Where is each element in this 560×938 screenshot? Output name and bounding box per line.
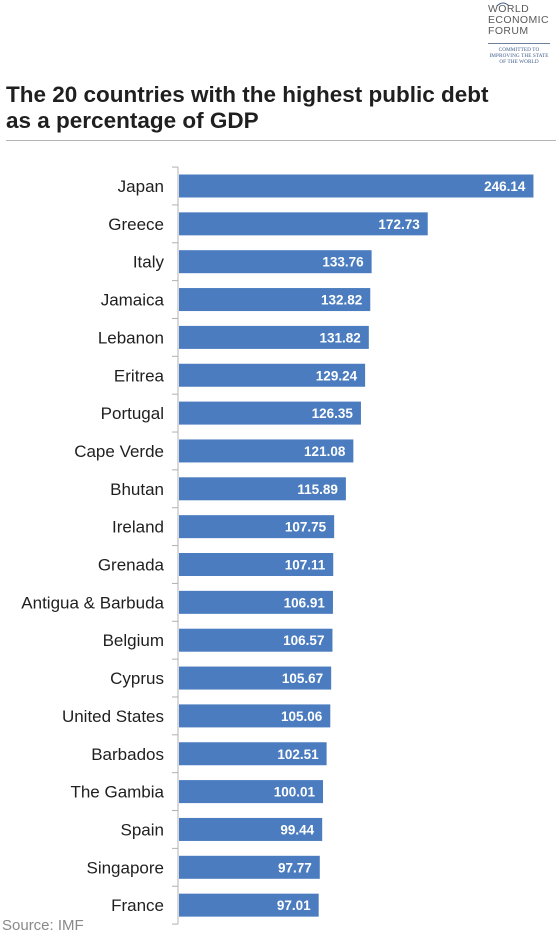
category-labels-layer: Japan Greece Italy Jamaica Lebanon Eritrea Por… <box>21 177 164 915</box>
logo-arc-icon <box>496 2 510 7</box>
value-label: 129.24 <box>316 368 358 383</box>
bar-spain <box>179 817 323 841</box>
bar-italy <box>179 250 372 274</box>
bar-cape-verde <box>179 439 354 463</box>
value-label: 246.14 <box>484 179 526 194</box>
category-label: Belgium <box>103 631 164 650</box>
category-label: Lebanon <box>98 328 164 347</box>
world-economic-forum-logo: WORLD ECONOMIC FORUM COMMITTED TO IMPROV… <box>486 2 550 74</box>
value-label: 105.06 <box>281 709 323 724</box>
category-label: Spain <box>121 820 164 839</box>
bar-eritrea <box>179 363 366 387</box>
category-label: Grenada <box>98 556 165 575</box>
bar-portugal <box>179 401 361 425</box>
category-label: Antigua & Barbuda <box>21 593 164 612</box>
axis-layer <box>172 166 179 925</box>
value-label: 100.01 <box>274 785 316 800</box>
bar-bhutan <box>179 477 346 501</box>
category-label: Italy <box>133 253 165 272</box>
bar-ireland <box>179 515 335 539</box>
bar-japan <box>179 174 534 198</box>
value-label: 106.57 <box>283 633 324 648</box>
bar-singapore <box>179 855 320 879</box>
value-label: 131.82 <box>320 330 361 345</box>
bar-greece <box>179 212 428 236</box>
logo-tagline: COMMITTED TO IMPROVING THE STATE OF THE … <box>489 47 549 65</box>
value-label: 107.75 <box>285 520 327 535</box>
value-label: 115.89 <box>297 482 338 497</box>
bar-jamaica <box>179 288 371 312</box>
bar-lebanon <box>179 325 369 349</box>
logo-divider <box>488 43 550 44</box>
value-label: 107.11 <box>285 558 326 573</box>
bar-cyprus <box>179 666 332 690</box>
value-label: 106.91 <box>284 595 326 610</box>
category-label: Greece <box>108 215 164 234</box>
bar-belgium <box>179 628 333 652</box>
value-label: 105.67 <box>282 671 323 686</box>
bar-barbados <box>179 742 327 766</box>
bar-the-gambia <box>179 780 324 804</box>
category-label: United States <box>62 707 164 726</box>
bar-grenada <box>179 553 334 576</box>
category-label: Singapore <box>86 858 164 877</box>
value-label: 133.76 <box>322 255 364 270</box>
logo-word-forum: FORUM <box>488 25 529 37</box>
bar-france <box>179 893 319 917</box>
category-label: Cyprus <box>110 669 164 688</box>
value-label: 97.77 <box>278 860 312 875</box>
category-label: Cape Verde <box>74 442 164 461</box>
category-label: Japan <box>118 177 164 196</box>
category-label: Jamaica <box>101 291 165 310</box>
value-label: 121.08 <box>304 444 346 459</box>
category-label: The Gambia <box>70 783 164 802</box>
value-label: 97.01 <box>277 898 311 913</box>
logo-word-economic: ECONOMIC <box>488 14 549 26</box>
source-note: Source: IMF <box>2 917 84 934</box>
category-label: Barbados <box>91 745 164 764</box>
value-labels-layer: 246.14 172.73 133.76 132.82 131.82 129.24 126.… <box>274 179 526 913</box>
value-label: 99.44 <box>280 822 314 837</box>
value-label: 102.51 <box>277 747 319 762</box>
bar-united-states <box>179 704 331 728</box>
chart-title: The 20 countries with the highest public… <box>6 82 489 133</box>
value-label: 126.35 <box>312 406 354 421</box>
bars-layer <box>179 174 534 917</box>
category-label: Portugal <box>101 404 164 423</box>
category-label: Bhutan <box>110 480 164 499</box>
value-label: 172.73 <box>378 217 420 232</box>
bar-antigua-barbuda <box>179 590 333 614</box>
category-label: Ireland <box>112 518 164 537</box>
category-label: France <box>111 896 164 915</box>
title-divider <box>6 140 556 141</box>
category-label: Eritrea <box>114 366 165 385</box>
logo-word-world: WORLD <box>488 3 530 15</box>
value-label: 132.82 <box>321 293 362 308</box>
